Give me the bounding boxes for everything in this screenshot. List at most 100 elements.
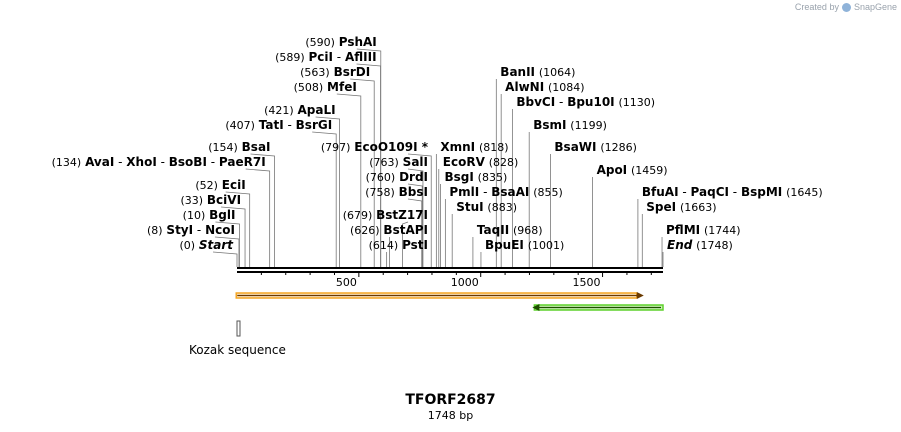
site-label[interactable]: (614) PstI [369,238,428,252]
enzyme-name[interactable]: AvaI [85,155,114,169]
enzyme-name[interactable]: PstI [402,238,428,252]
enzyme-name[interactable]: BpuEI [485,238,524,252]
site-label[interactable]: BbvCI - Bpu10I (1130) [516,95,655,109]
site-label[interactable]: (590) PshAI [305,35,376,49]
site-label[interactable]: TaqII (968) [477,223,543,237]
restriction-site[interactable]: (626) BstAPI [350,223,428,237]
kozak-feature-box[interactable] [236,320,241,337]
restriction-site[interactable]: (758) BbsI [365,185,428,199]
site-label[interactable]: (563) BsrDI [300,65,370,79]
restriction-site[interactable]: (797) EcoO109I * [321,140,429,154]
site-label[interactable]: (758) BbsI [365,185,428,199]
enzyme-name[interactable]: BsrDI [334,65,371,79]
site-label[interactable]: (0) Start [179,238,234,252]
site-label[interactable]: XmnI (818) [440,140,508,154]
enzyme-name[interactable]: BsrGI [296,118,333,132]
enzyme-name[interactable]: PflMI [666,223,700,237]
enzyme-name[interactable]: BbvCI [516,95,555,109]
enzyme-name[interactable]: ApaLI [298,103,336,117]
restriction-site[interactable]: ApoI (1459) [597,163,668,177]
site-label[interactable]: ApoI (1459) [597,163,668,177]
restriction-site[interactable]: EcoRV (828) [443,155,519,169]
enzyme-name[interactable]: BsoBI [169,155,207,169]
site-label[interactable]: AlwNI (1084) [505,80,584,94]
site-label[interactable]: (589) PciI - AflIII [275,50,376,64]
restriction-site[interactable]: (589) PciI - AflIII [275,50,376,64]
restriction-site[interactable]: (421) ApaLI [264,103,336,117]
enzyme-name[interactable]: BsaWI [554,140,596,154]
enzyme-name[interactable]: XmnI [440,140,475,154]
site-label[interactable]: (10) BglI [183,208,236,222]
kozak-feature-label[interactable]: Kozak sequence [189,343,286,357]
enzyme-name[interactable]: BfuAI [642,185,679,199]
site-label[interactable]: (154) BsaI [208,140,270,154]
enzyme-name[interactable]: PaqCI [691,185,729,199]
enzyme-name[interactable]: EcoO109I * [354,140,428,154]
restriction-site[interactable]: (563) BsrDI [300,65,370,79]
restriction-site[interactable]: BpuEI (1001) [485,238,564,252]
restriction-site[interactable]: (679) BstZ17I [343,208,428,222]
restriction-site[interactable]: (134) AvaI - XhoI - BsoBI - PaeR7I [52,155,266,169]
site-label[interactable]: PmlI - BsaAI (855) [449,185,562,199]
site-label[interactable]: End (1748) [667,238,733,252]
restriction-site[interactable]: BsaWI (1286) [554,140,637,154]
enzyme-name[interactable]: BciVI [207,193,241,207]
enzyme-name[interactable]: BsaI [242,140,271,154]
site-label[interactable]: BsgI (835) [444,170,507,184]
enzyme-name[interactable]: BglI [209,208,235,222]
restriction-site[interactable]: AlwNI (1084) [505,80,584,94]
enzyme-name[interactable]: SalI [403,155,428,169]
site-label[interactable]: StuI (883) [456,200,517,214]
site-label[interactable]: (407) TatI - BsrGI [225,118,332,132]
site-label[interactable]: (679) BstZ17I [343,208,428,222]
restriction-site[interactable]: (10) BglI [183,208,236,222]
site-label[interactable]: (508) MfeI [294,80,357,94]
enzyme-name[interactable]: EciI [222,178,246,192]
enzyme-name[interactable]: EcoRV [443,155,486,169]
restriction-site[interactable]: (763) SalI [369,155,428,169]
site-label[interactable]: BpuEI (1001) [485,238,564,252]
restriction-site[interactable]: (8) StyI - NcoI [147,223,235,237]
site-label[interactable]: BsmI (1199) [533,118,607,132]
enzyme-name[interactable]: BanII [500,65,535,79]
restriction-site[interactable]: (407) TatI - BsrGI [225,118,332,132]
enzyme-name[interactable]: AflIII [345,50,377,64]
enzyme-name[interactable]: MfeI [327,80,357,94]
restriction-site[interactable]: SpeI (1663) [646,200,716,214]
enzyme-name[interactable]: BsmI [533,118,566,132]
enzyme-name[interactable]: PshAI [339,35,377,49]
enzyme-name[interactable]: PaeR7I [219,155,266,169]
enzyme-name[interactable]: BsgI [444,170,473,184]
restriction-site[interactable]: BsgI (835) [444,170,507,184]
enzyme-name[interactable]: BspMI [741,185,782,199]
enzyme-name[interactable]: DrdI [399,170,428,184]
enzyme-name[interactable]: StyI [166,223,193,237]
restriction-site[interactable]: TaqII (968) [477,223,543,237]
site-label[interactable]: BsaWI (1286) [554,140,637,154]
restriction-site[interactable]: XmnI (818) [440,140,508,154]
site-label[interactable]: BanII (1064) [500,65,575,79]
enzyme-name[interactable]: TatI [259,118,284,132]
enzyme-name[interactable]: StuI [456,200,483,214]
restriction-site[interactable]: PmlI - BsaAI (855) [449,185,562,199]
site-label[interactable]: (33) BciVI [180,193,241,207]
site-label[interactable]: (52) EciI [195,178,245,192]
site-label[interactable]: PflMI (1744) [666,223,741,237]
restriction-site[interactable]: (590) PshAI [305,35,376,49]
restriction-site[interactable]: End (1748) [667,238,733,252]
enzyme-name[interactable]: Start [199,238,234,252]
enzyme-name[interactable]: BstAPI [383,223,428,237]
enzyme-name[interactable]: End [667,238,693,252]
restriction-site[interactable]: BsmI (1199) [533,118,607,132]
enzyme-name[interactable]: Bpu10I [567,95,614,109]
restriction-site[interactable]: (760) DrdI [366,170,428,184]
enzyme-name[interactable]: XhoI [126,155,157,169]
enzyme-name[interactable]: PmlI [449,185,479,199]
enzyme-name[interactable]: BbsI [399,185,428,199]
restriction-site[interactable]: (0) Start [179,238,234,252]
enzyme-name[interactable]: TaqII [477,223,509,237]
enzyme-name[interactable]: BstZ17I [376,208,428,222]
site-label[interactable]: EcoRV (828) [443,155,519,169]
restriction-site[interactable]: BanII (1064) [500,65,575,79]
enzyme-name[interactable]: SpeI [646,200,676,214]
